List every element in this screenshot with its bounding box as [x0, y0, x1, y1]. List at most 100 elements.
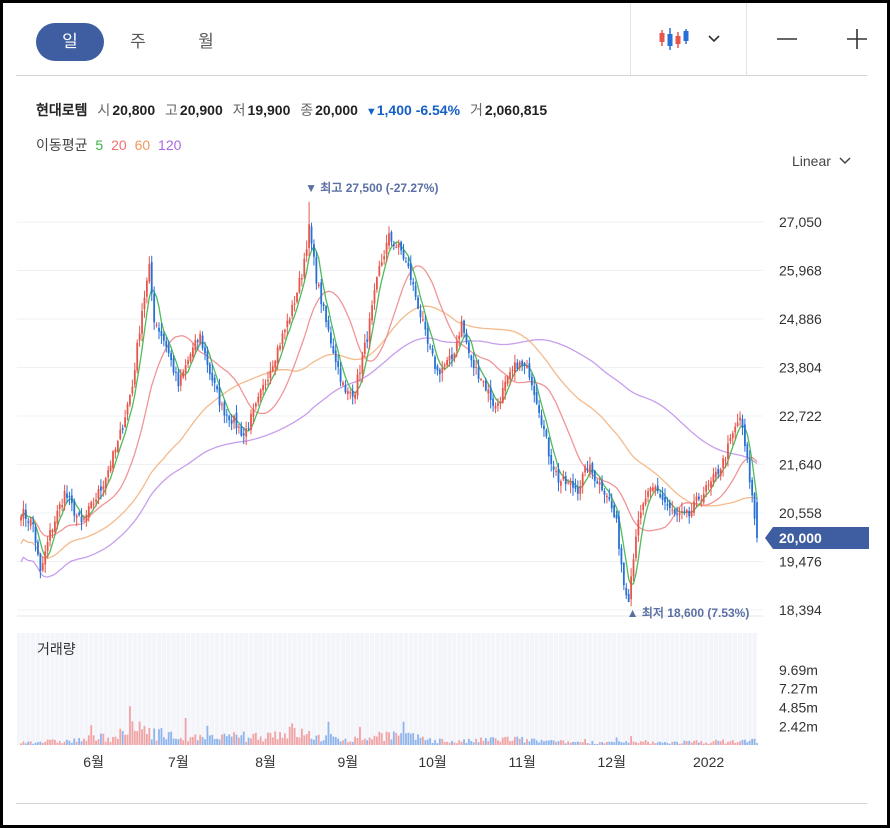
candle: [487, 383, 490, 403]
candle-body: [182, 371, 185, 378]
candle-body: [51, 529, 54, 533]
price-chart[interactable]: 27,050 25,968 24,886 23,804 22,722 21,640 20,5…: [3, 3, 887, 825]
candle: [109, 460, 112, 473]
volume-bar: [332, 736, 335, 745]
candle-body: [160, 330, 163, 337]
candle-body: [618, 516, 620, 549]
volume-bar: [75, 741, 78, 745]
volume-bar: [475, 738, 478, 745]
low-label: 저: [232, 102, 246, 118]
scale-selector[interactable]: Linear: [792, 153, 851, 169]
candle-body: [129, 395, 131, 405]
candle-body: [310, 226, 313, 244]
volume-bar: [230, 736, 233, 745]
volume-bar: [136, 731, 139, 745]
tab-daily[interactable]: 일: [36, 23, 104, 61]
candle: [584, 463, 587, 477]
volume-bar: [53, 739, 56, 745]
volume-bar: [547, 740, 550, 745]
volume-bar: [276, 739, 279, 745]
candle: [44, 544, 47, 573]
volume-bar: [453, 742, 456, 745]
volume-bar: [39, 741, 42, 745]
volume-bar: [61, 743, 64, 745]
zoom-out-button[interactable]: [746, 3, 827, 75]
candle-body: [421, 319, 424, 321]
volume-bar: [615, 737, 618, 745]
candle-body: [37, 541, 39, 555]
candle-body: [453, 353, 456, 359]
candle-body: [697, 496, 700, 500]
candle-body: [448, 355, 451, 361]
volume-bar: [354, 736, 357, 745]
volume-bar: [613, 742, 616, 745]
candle: [351, 384, 354, 405]
candle: [434, 354, 436, 374]
candle: [242, 427, 245, 445]
candle-body: [342, 382, 344, 385]
candle-body: [489, 387, 492, 400]
volume-bar: [586, 743, 589, 745]
volume-bar: [361, 740, 364, 745]
candle-body: [601, 481, 603, 491]
candle: [27, 517, 30, 531]
tab-weekly[interactable]: 주: [130, 32, 146, 51]
candle-body: [467, 342, 470, 354]
candle-body: [271, 366, 274, 372]
candle: [506, 375, 509, 387]
candle: [99, 479, 102, 500]
candle: [603, 488, 606, 504]
candle: [465, 328, 468, 345]
volume-bar: [727, 741, 729, 745]
zoom-in-button[interactable]: [827, 3, 887, 75]
volume-bar: [68, 740, 71, 745]
candle: [429, 343, 432, 350]
candle-body: [61, 505, 64, 508]
chart-type-selector[interactable]: [630, 3, 746, 75]
candle-body: [138, 333, 141, 341]
candle-body: [610, 501, 613, 509]
volume-bar: [63, 741, 66, 745]
volume-bar: [392, 731, 395, 745]
moving-average-legend[interactable]: 이동평균 5 20 60 120: [36, 135, 181, 155]
candle: [569, 477, 572, 494]
volume-bar: [707, 743, 710, 745]
volume-bar: [605, 741, 608, 745]
candle-body: [257, 396, 260, 403]
volume-bar: [487, 741, 490, 745]
volume-bar: [228, 734, 231, 745]
candle-body: [368, 318, 371, 342]
volume-bar: [177, 739, 180, 745]
candle-body: [458, 335, 461, 340]
volume-bar: [501, 737, 504, 745]
volume-bar: [477, 742, 480, 745]
high-marker: ▼ 최고 27,500 (-27.27%): [305, 180, 438, 195]
time-tick-label: 6월: [83, 754, 104, 770]
volume-bar: [639, 741, 642, 745]
candle-body: [317, 284, 320, 287]
candle-body: [53, 521, 56, 532]
candle-body: [291, 304, 294, 317]
tab-monthly[interactable]: 월: [198, 32, 214, 51]
current-price-tag: 20,000: [765, 527, 869, 550]
candle-body: [235, 412, 238, 429]
candle: [245, 421, 248, 446]
volume-bar: [322, 740, 325, 745]
volume-bar: [751, 738, 754, 745]
candle: [707, 479, 710, 491]
volume-bar: [412, 733, 415, 745]
candle-body: [613, 505, 616, 517]
candle: [589, 456, 591, 478]
candle-body: [756, 502, 758, 539]
volume-bar: [446, 741, 449, 745]
candle: [436, 363, 439, 376]
close-label: 종: [300, 102, 314, 118]
volume-bar: [402, 721, 405, 745]
volume-bar: [70, 742, 73, 745]
volume-bar: [342, 740, 344, 745]
volume-bar: [441, 738, 444, 745]
candle-body: [584, 466, 587, 473]
candle: [85, 510, 88, 527]
volume-bar: [252, 733, 255, 745]
candle-body: [92, 503, 95, 505]
